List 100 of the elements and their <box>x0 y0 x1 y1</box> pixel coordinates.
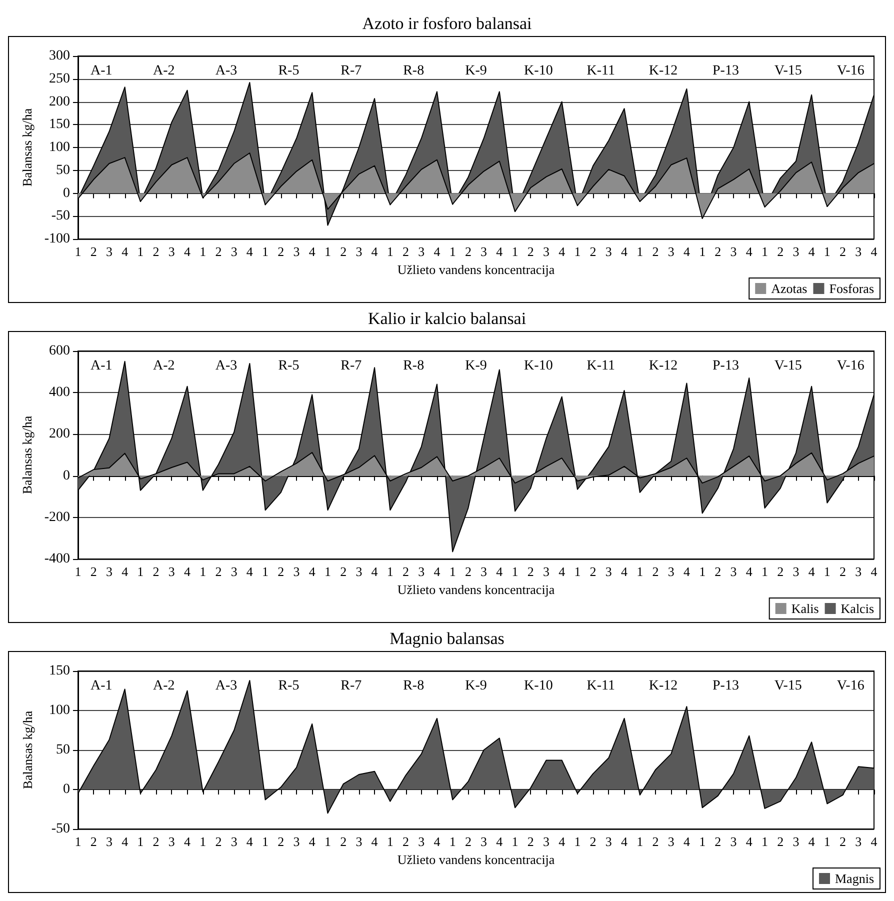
x-tick-label: 2 <box>464 834 472 849</box>
chart-title: Kalio ir kalcio balansai <box>368 309 526 328</box>
x-tick-label: 3 <box>792 244 800 259</box>
x-tick-label: 1 <box>699 244 706 259</box>
x-tick-label: 3 <box>668 564 674 579</box>
x-tick-label: 2 <box>714 564 722 579</box>
x-tick-label: 1 <box>200 834 206 849</box>
y-tick-label: 200 <box>49 94 70 110</box>
x-tick-label: 2 <box>714 244 722 259</box>
x-tick-label: 3 <box>542 244 550 259</box>
x-tick-label: 2 <box>402 244 410 259</box>
x-tick-label: 1 <box>386 834 394 849</box>
x-tick-label: 4 <box>434 564 441 579</box>
x-tick-label: 2 <box>777 834 784 849</box>
x-tick-label: 3 <box>418 244 425 259</box>
x-tick-label: 3 <box>168 564 175 579</box>
x-tick-label: 3 <box>605 564 612 579</box>
x-tick-label: 1 <box>761 834 768 849</box>
annotation: R-8 <box>403 64 424 78</box>
x-tick-label: 3 <box>855 564 862 579</box>
annotation: A-1 <box>90 64 112 78</box>
x-tick-label: 2 <box>652 564 659 579</box>
x-tick-label: 3 <box>605 244 612 259</box>
x-tick-label: 3 <box>293 564 300 579</box>
y-tick-label: 100 <box>49 140 70 155</box>
x-tick-label: 4 <box>122 834 129 849</box>
x-tick-label: 4 <box>870 834 878 849</box>
x-tick-label: 1 <box>636 834 644 849</box>
x-tick-label: 3 <box>418 564 425 579</box>
x-tick-label: 3 <box>668 244 674 259</box>
x-tick-label: 4 <box>683 834 690 849</box>
x-tick-label: 3 <box>792 834 800 849</box>
annotation: V-16 <box>836 678 864 694</box>
x-tick-label: 1 <box>574 564 581 579</box>
x-tick-label: 1 <box>449 834 456 849</box>
x-tick-label: 3 <box>855 244 862 259</box>
x-tick-label: 3 <box>293 834 300 849</box>
annotation: A-1 <box>90 678 112 694</box>
y-tick-label: -100 <box>44 232 70 246</box>
x-tick-label: 4 <box>308 834 316 849</box>
annotation: K-12 <box>648 64 678 78</box>
x-tick-label: 2 <box>590 834 596 849</box>
x-tick-label: 1 <box>699 564 706 579</box>
y-tick-label: 0 <box>63 782 70 797</box>
x-tick-label: 4 <box>122 564 129 579</box>
annotation: V-15 <box>774 64 802 78</box>
y-tick-label: 200 <box>49 426 70 442</box>
annotation: K-9 <box>465 678 487 694</box>
x-tick-label: 4 <box>558 244 566 259</box>
x-tick-label: 2 <box>840 834 846 849</box>
x-tick-label: 1 <box>512 564 518 579</box>
chart-title: Magnio balansas <box>390 629 504 648</box>
legend-label: Azotas <box>771 281 808 296</box>
y-tick-label: 50 <box>56 162 70 178</box>
x-tick-label: 1 <box>137 244 144 259</box>
x-tick-label: 2 <box>90 564 97 579</box>
x-tick-label: 3 <box>418 834 425 849</box>
x-tick-label: 2 <box>464 244 472 259</box>
x-tick-label: 3 <box>480 564 488 579</box>
annotation: A-2 <box>152 678 175 694</box>
x-tick-label: 1 <box>74 244 82 259</box>
x-tick-label: 1 <box>636 244 644 259</box>
x-tick-label: 3 <box>356 244 362 259</box>
y-tick-label: 150 <box>49 664 70 678</box>
x-tick-label: 4 <box>808 244 816 259</box>
x-tick-label: 4 <box>808 834 816 849</box>
x-tick-label: 3 <box>542 834 550 849</box>
x-tick-label: 4 <box>371 244 378 259</box>
x-tick-label: 4 <box>434 244 441 259</box>
x-tick-label: 4 <box>496 564 504 579</box>
x-tick-label: 2 <box>340 834 347 849</box>
y-tick-label: 150 <box>49 117 70 132</box>
annotation: A-3 <box>215 64 238 78</box>
x-tick-label: 4 <box>496 834 504 849</box>
y-tick-label: 0 <box>63 186 70 201</box>
x-tick-label: 3 <box>792 564 800 579</box>
x-tick-label: 1 <box>74 834 82 849</box>
x-tick-label: 1 <box>74 564 82 579</box>
x-tick-label: 4 <box>558 564 566 579</box>
x-tick-label: 1 <box>324 834 331 849</box>
x-tick-label: 3 <box>480 244 488 259</box>
x-tick-label: 2 <box>464 564 472 579</box>
x-tick-label: 3 <box>230 244 238 259</box>
x-tick-label: 1 <box>636 564 644 579</box>
x-tick-label: 3 <box>168 834 175 849</box>
x-tick-label: 2 <box>90 244 97 259</box>
y-tick-label: 250 <box>49 71 70 86</box>
annotation: V-15 <box>774 678 802 694</box>
x-tick-label: 2 <box>90 834 97 849</box>
x-tick-label: 1 <box>512 244 518 259</box>
annotation: K-12 <box>648 678 678 694</box>
x-tick-label: 3 <box>230 834 238 849</box>
x-tick-label: 2 <box>590 564 596 579</box>
x-tick-label: 2 <box>527 244 534 259</box>
x-tick-label: 4 <box>371 564 378 579</box>
x-tick-label: 1 <box>574 244 581 259</box>
x-tick-label: 4 <box>683 244 690 259</box>
x-tick-label: 3 <box>168 244 175 259</box>
x-tick-label: 2 <box>152 564 160 579</box>
x-tick-label: 2 <box>652 834 659 849</box>
